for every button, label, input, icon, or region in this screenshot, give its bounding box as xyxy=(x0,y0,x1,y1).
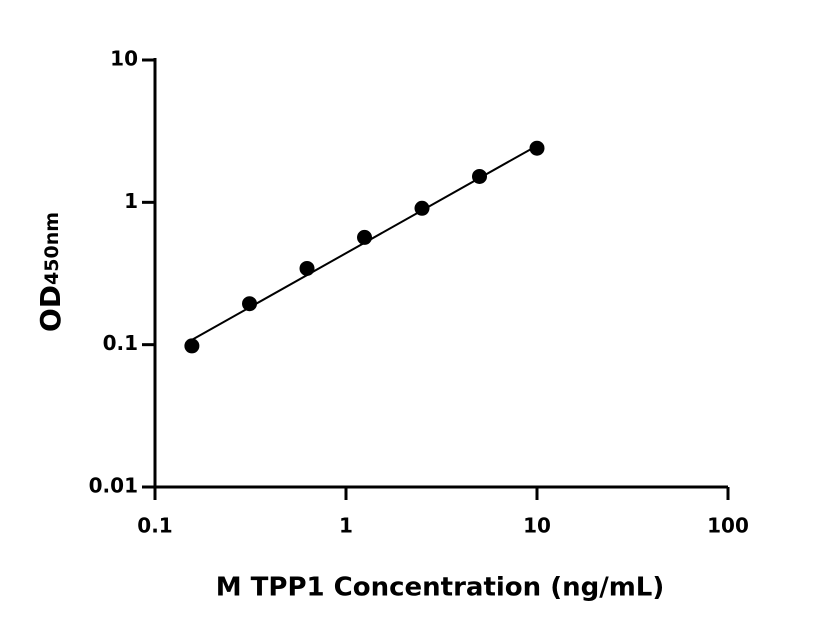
x-tick-label: 100 xyxy=(707,514,749,538)
data-point xyxy=(472,168,488,184)
y-axis-label: OD450nm xyxy=(34,212,67,332)
data-point xyxy=(242,296,258,312)
y-tick-label: 1 xyxy=(124,189,138,213)
y-tick-label: 10 xyxy=(110,47,138,71)
data-point xyxy=(184,338,200,354)
y-tick-label: 0.1 xyxy=(103,331,138,355)
data-point xyxy=(414,200,430,216)
data-point xyxy=(529,140,545,156)
x-tick-label: 1 xyxy=(339,514,353,538)
x-tick-label: 10 xyxy=(523,514,551,538)
x-tick-label: 0.1 xyxy=(137,514,172,538)
data-point xyxy=(299,260,315,276)
x-axis-label: M TPP1 Concentration (ng/mL) xyxy=(216,573,665,603)
y-axis-label-sub: 450nm xyxy=(41,212,63,285)
y-tick-label: 0.01 xyxy=(89,474,138,498)
data-point xyxy=(357,229,373,245)
y-axis-label-main: OD xyxy=(34,285,67,332)
